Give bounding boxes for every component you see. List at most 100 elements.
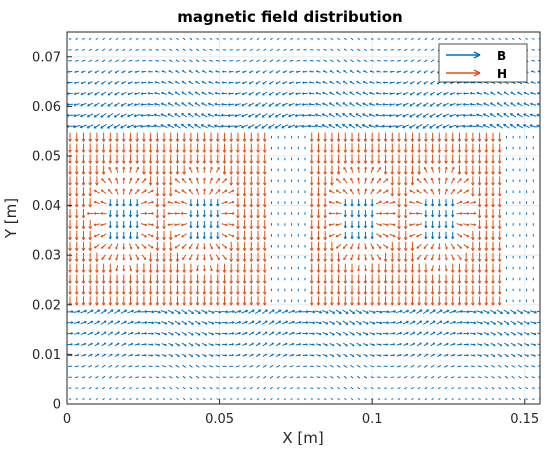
b-vector — [135, 59, 140, 62]
b-vector — [241, 92, 248, 96]
b-vector — [109, 397, 112, 401]
b-vector — [390, 365, 395, 368]
b-vector — [376, 365, 381, 368]
h-vector — [135, 243, 140, 250]
b-vector — [169, 375, 173, 379]
b-vector — [283, 387, 287, 390]
h-vector — [141, 233, 147, 238]
b-vector — [207, 124, 215, 128]
b-vector — [135, 365, 140, 368]
h-vector — [142, 154, 146, 164]
h-vector — [180, 223, 188, 227]
h-vector — [95, 274, 99, 284]
b-vector — [236, 48, 240, 51]
h-vector — [74, 252, 79, 262]
h-vector — [236, 154, 240, 164]
b-vector — [202, 210, 206, 218]
b-vector — [196, 37, 199, 41]
b-vector — [215, 365, 220, 368]
b-vector — [108, 59, 113, 63]
b-vector — [168, 59, 173, 63]
h-vector — [229, 241, 234, 251]
b-vector — [73, 103, 80, 107]
b-vector — [296, 365, 301, 368]
b-vector — [242, 376, 247, 379]
b-vector — [288, 320, 295, 325]
h-vector — [215, 254, 220, 261]
b-vector — [154, 102, 161, 106]
b-vector — [215, 343, 221, 346]
b-vector — [457, 365, 462, 368]
b-vector — [115, 220, 119, 229]
b-vector — [203, 398, 206, 400]
b-vector — [140, 113, 148, 117]
b-vector — [115, 210, 119, 218]
h-vector — [122, 265, 126, 272]
b-vector — [281, 320, 288, 325]
h-vector — [189, 296, 193, 306]
b-vector — [276, 37, 280, 41]
h-vector — [68, 219, 72, 230]
b-vector — [181, 80, 187, 85]
legend-b-label: B — [497, 49, 506, 63]
h-vector — [115, 296, 119, 306]
legend: B H — [438, 43, 528, 83]
b-vector — [73, 331, 80, 335]
b-vector — [115, 59, 119, 63]
h-vector — [142, 263, 146, 273]
h-vector — [236, 274, 240, 284]
h-vector — [309, 274, 314, 284]
h-vector — [68, 241, 72, 251]
b-vector — [227, 103, 235, 106]
h-vector — [222, 154, 227, 164]
b-vector — [262, 353, 267, 358]
b-vector — [209, 38, 213, 40]
b-vector — [276, 364, 281, 368]
b-vector — [134, 92, 140, 96]
b-vector — [115, 231, 119, 240]
h-vector — [242, 230, 247, 241]
b-vector — [296, 387, 300, 389]
h-vector — [195, 154, 200, 164]
b-vector — [67, 321, 74, 324]
b-vector — [67, 310, 74, 314]
b-vector — [269, 80, 274, 85]
b-vector — [146, 124, 155, 128]
b-vector — [187, 123, 195, 129]
b-vector — [248, 309, 255, 314]
h-vector — [236, 263, 240, 273]
h-vector — [242, 187, 247, 197]
h-vector — [189, 166, 193, 173]
b-vector — [108, 386, 112, 390]
b-vector — [101, 331, 107, 336]
h-vector — [249, 252, 254, 262]
b-vector — [255, 320, 262, 325]
b-vector — [248, 331, 255, 336]
b-vector — [201, 91, 207, 96]
b-vector — [255, 353, 261, 358]
b-vector — [88, 376, 92, 379]
b-vector — [276, 386, 280, 390]
h-vector — [95, 143, 99, 153]
b-vector — [242, 342, 248, 346]
b-vector — [154, 343, 161, 346]
h-vector — [74, 241, 79, 251]
b-vector — [162, 398, 166, 400]
b-vector — [242, 365, 247, 368]
b-vector — [188, 364, 193, 368]
h-vector — [203, 243, 206, 250]
b-vector — [295, 343, 302, 346]
b-vector — [127, 102, 134, 107]
b-vector — [247, 124, 255, 129]
h-vector — [148, 143, 153, 153]
h-vector — [174, 212, 181, 215]
h-vector — [202, 154, 207, 164]
h-vector — [93, 200, 100, 204]
y-tick-label: 0.01 — [32, 348, 61, 363]
b-vector — [129, 398, 132, 400]
h-vector — [122, 243, 126, 250]
h-vector — [155, 198, 160, 208]
x-axis-label: X [m] — [282, 429, 323, 447]
h-vector — [242, 252, 247, 262]
b-vector — [87, 331, 94, 336]
